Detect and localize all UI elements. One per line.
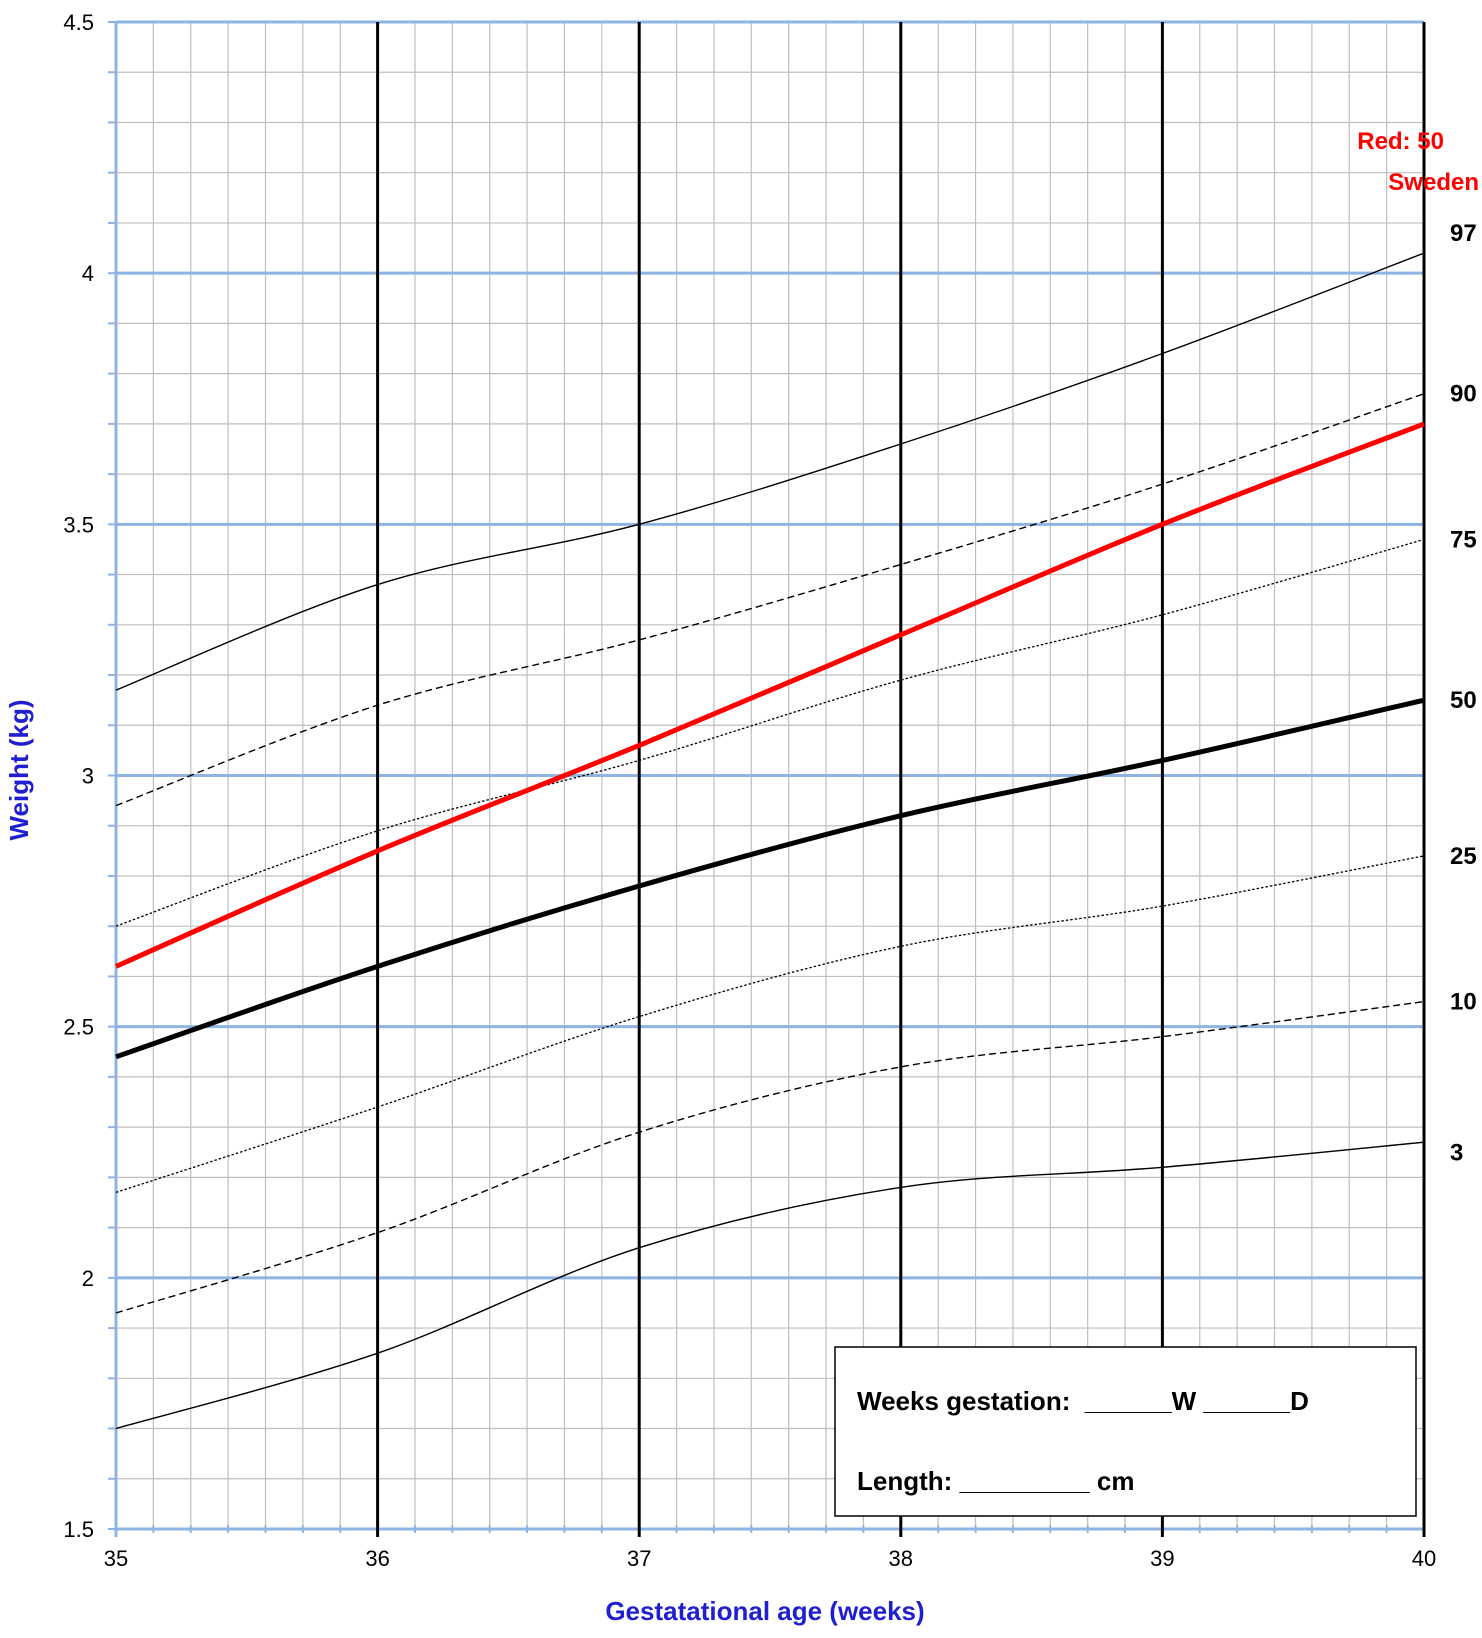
x-tick-label: 36 bbox=[365, 1546, 389, 1571]
x-tick-label: 35 bbox=[104, 1546, 128, 1571]
series-line-p90 bbox=[115, 393, 1425, 807]
tick-labels: 35 36 37 38 39 40 1.5 2 2.5 3 3.5 4 4.5 bbox=[63, 10, 1436, 1571]
red-label-line-1: Red: 50 bbox=[1357, 128, 1444, 155]
x-axis-title: Gestatational age (weeks) bbox=[605, 1596, 924, 1626]
series-line-p75 bbox=[115, 538, 1425, 927]
percentile-label: 97 bbox=[1450, 220, 1477, 247]
series-line-p50 bbox=[115, 697, 1425, 1060]
red-label-line-2: Sweden bbox=[1388, 169, 1479, 196]
series-line-p3 bbox=[115, 1141, 1425, 1430]
series-line-p25 bbox=[115, 855, 1425, 1194]
grid bbox=[108, 20, 1426, 1537]
red-series-label: Red: 50 Sweden bbox=[1357, 128, 1479, 196]
y-tick-label: 3.5 bbox=[63, 512, 94, 537]
y-tick-label: 4 bbox=[82, 261, 94, 286]
info-box: Weeks gestation: ______W ______D Length:… bbox=[834, 1346, 1417, 1517]
y-tick-label: 2.5 bbox=[63, 1015, 94, 1040]
percentile-label: 75 bbox=[1450, 526, 1477, 553]
y-axis-title: Weight (kg) bbox=[4, 699, 34, 840]
percentile-label: 3 bbox=[1450, 1139, 1463, 1166]
y-tick-label: 4.5 bbox=[63, 10, 94, 35]
series-line-p10 bbox=[115, 1000, 1425, 1314]
series-line-red-50-sweden bbox=[114, 421, 1425, 969]
percentile-labels: 97 90 75 50 25 10 3 bbox=[1450, 220, 1477, 1166]
length-field: Length: _________ cm bbox=[857, 1466, 1134, 1496]
x-tick-label: 39 bbox=[1150, 1546, 1174, 1571]
percentile-label: 25 bbox=[1450, 843, 1477, 870]
percentile-label: 50 bbox=[1450, 687, 1477, 714]
y-tick-label: 1.5 bbox=[63, 1517, 94, 1542]
info-box-frame bbox=[834, 1346, 1417, 1517]
x-tick-label: 40 bbox=[1412, 1546, 1436, 1571]
percentile-label: 90 bbox=[1450, 381, 1477, 408]
weeks-gestation-field: Weeks gestation: ______W ______D bbox=[857, 1386, 1309, 1416]
series-line-p97 bbox=[115, 252, 1425, 691]
percentile-curves bbox=[114, 252, 1425, 1430]
x-tick-label: 38 bbox=[889, 1546, 913, 1571]
percentile-label: 10 bbox=[1450, 989, 1477, 1016]
x-tick-label: 37 bbox=[627, 1546, 651, 1571]
y-tick-label: 3 bbox=[82, 764, 94, 789]
y-tick-label: 2 bbox=[82, 1266, 94, 1291]
